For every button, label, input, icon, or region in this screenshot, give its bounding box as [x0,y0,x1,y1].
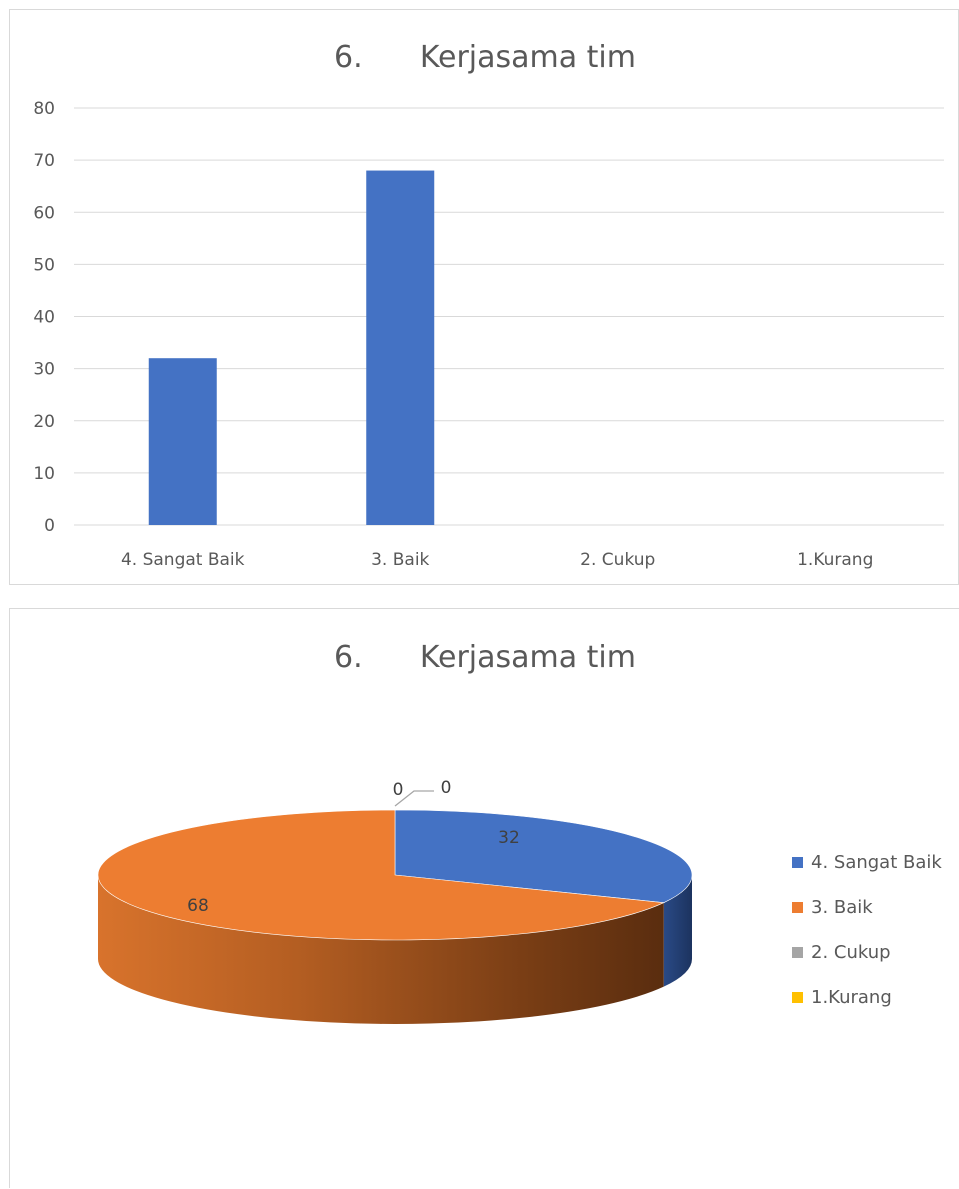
pie-slice-side-2 [98,875,664,1024]
bar-chart: 6. Kerjasama tim 0 10 20 30 40 50 60 70 80 4. Sa… [33,40,944,570]
bar-y-tick-label: 40 [33,308,55,328]
pie-slice-1 [394,809,693,903]
bar-y-tick-label: 20 [33,412,55,432]
bar-chart-panel: 6. Kerjasama tim 0 10 20 30 40 50 60 70 80 4. Sa… [9,9,959,585]
pie-slice-2 [97,809,665,941]
bar-x-tick-label: 2. Cukup [580,550,655,570]
bar-y-axis: 0 10 20 30 40 50 60 70 80 [33,99,55,536]
legend-swatch [792,992,803,1003]
bar-x-tick-label: 1.Kurang [797,550,873,570]
pie-data-label: 68 [187,896,209,916]
pie-chart-panel: 6. Kerjasama tim 32 68 0 0 4. Sangat Baik 3.… [9,608,959,1188]
pie-data-labels: 32 68 0 0 [187,778,520,916]
legend-entry: 2. Cukup [811,942,891,963]
bar-y-tick-label: 80 [33,99,55,119]
legend-swatch [792,947,803,958]
pie-chart-title: 6. Kerjasama tim [334,640,636,675]
legend-entry: 1.Kurang [811,987,892,1008]
pie-data-label: 32 [498,828,520,848]
bar-y-tick-label: 10 [33,464,55,484]
bar-y-tick-label: 30 [33,360,55,380]
bar-y-tick-label: 60 [33,203,55,223]
legend-swatch [792,857,803,868]
bar-2 [366,170,435,526]
bar-grid [74,107,944,526]
bar-chart-title: 6. Kerjasama tim [334,40,636,75]
pie-data-label: 0 [393,780,404,800]
pie-slice-side-1 [663,875,692,987]
bar-series [148,170,435,526]
bar-x-tick-label: 4. Sangat Baik [121,550,245,570]
pie-legend: 4. Sangat Baik 3. Baik 2. Cukup 1.Kurang [792,852,942,1008]
bar-1 [148,358,217,525]
pie-leader-line [394,790,434,807]
pie-slices [97,809,693,1024]
bar-x-tick-label: 3. Baik [371,550,429,570]
legend-entry: 3. Baik [811,897,873,918]
legend-swatch [792,902,803,913]
bar-y-tick-label: 0 [44,516,55,536]
bar-y-tick-label: 50 [33,255,55,275]
bar-x-axis: 4. Sangat Baik 3. Baik 2. Cukup 1.Kurang [121,550,873,570]
pie-chart: 6. Kerjasama tim 32 68 0 0 4. Sangat Baik 3.… [97,640,942,1024]
bar-y-tick-label: 70 [33,151,55,171]
pie-data-label: 0 [441,778,452,798]
legend-entry: 4. Sangat Baik [811,852,942,873]
